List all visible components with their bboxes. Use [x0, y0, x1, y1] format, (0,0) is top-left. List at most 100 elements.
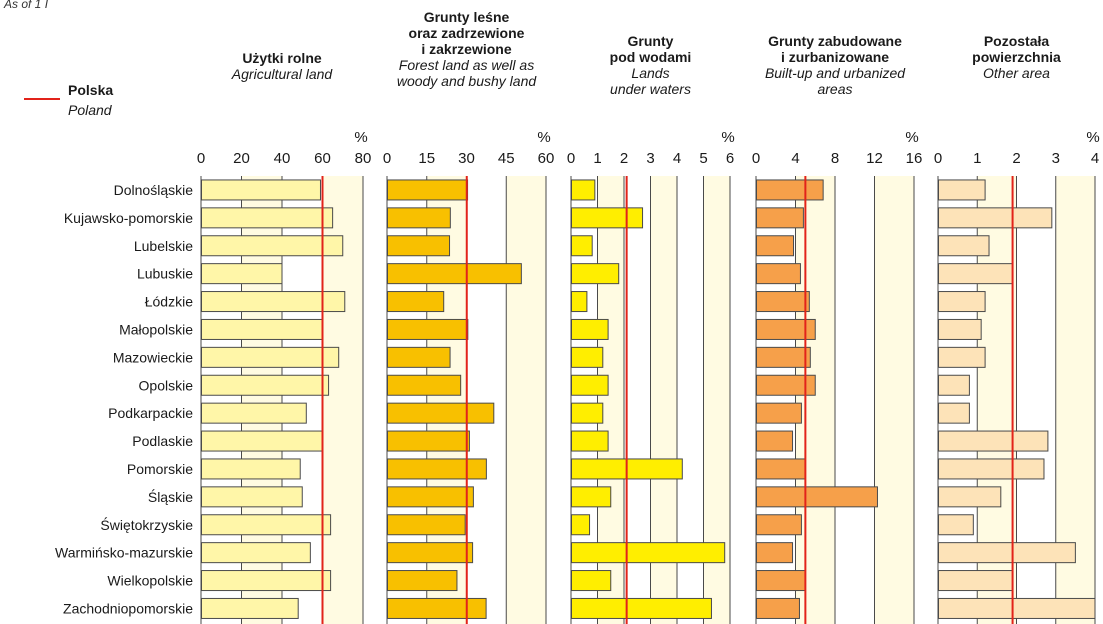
bar [387, 570, 458, 592]
tick-label: 30 [458, 150, 475, 167]
bar [756, 570, 806, 592]
panel-title: Grunty zabudowane i zurbanizowane Built-u… [740, 33, 930, 97]
tick-label: 12 [866, 150, 883, 167]
tick-label: 1 [973, 150, 981, 167]
bar [571, 514, 591, 536]
bar [571, 291, 588, 313]
bar [938, 570, 1014, 592]
category-label: Kujawsko-pomorskie [64, 210, 193, 226]
tick-label: 60 [314, 150, 331, 167]
bar [201, 263, 283, 285]
legend-poland-label-en: Poland [68, 102, 112, 118]
bar [756, 514, 802, 536]
bar [201, 207, 334, 229]
bar [201, 430, 323, 452]
bar [756, 207, 804, 229]
panel-title: Pozostała powierzchnia Other area [922, 33, 1103, 81]
bar [201, 597, 299, 619]
tick-label: 45 [498, 150, 515, 167]
tick-label: 4 [673, 150, 681, 167]
bar [756, 458, 806, 480]
tick-label: 1 [593, 150, 601, 167]
bar [938, 430, 1049, 452]
category-label: Mazowieckie [113, 349, 193, 365]
bar [571, 542, 726, 564]
category-label: Pomorskie [127, 461, 193, 477]
bar [756, 346, 811, 368]
bar [201, 179, 321, 201]
category-label: Świętokrzyskie [100, 516, 193, 533]
bar [201, 486, 303, 508]
bar [756, 318, 816, 340]
panel-title-en: Agricultural land [231, 66, 333, 82]
bar [387, 263, 522, 285]
bar [387, 318, 469, 340]
panel-background-band [835, 176, 875, 624]
panel-title: Grunty leśne oraz zadrzewione i zakrzewi… [372, 9, 562, 89]
bar [571, 235, 593, 257]
legend-poland-swatch [24, 98, 60, 100]
panel-title-en: Other area [983, 65, 1050, 81]
tick-label: 16 [906, 150, 923, 167]
bar [201, 542, 311, 564]
bar [571, 346, 604, 368]
tick-label: 3 [646, 150, 654, 167]
bar [201, 458, 301, 480]
bar [387, 235, 451, 257]
bar [938, 207, 1053, 229]
tick-label: 0 [752, 150, 760, 167]
bar [756, 402, 802, 424]
bar [387, 458, 487, 480]
tick-label: 0 [934, 150, 942, 167]
category-label: Lubuskie [137, 266, 193, 282]
tick-label: 6 [726, 150, 734, 167]
unit-label: % [354, 129, 367, 146]
bar [387, 486, 474, 508]
bar [571, 430, 609, 452]
bar [571, 570, 612, 592]
bar [756, 597, 800, 619]
bar [571, 179, 596, 201]
bar [938, 458, 1045, 480]
panel-title-pl: Grunty leśne oraz zadrzewione i zakrzewi… [408, 9, 525, 57]
bar [938, 542, 1076, 564]
bar [571, 207, 644, 229]
bar [938, 291, 986, 313]
bar [756, 179, 824, 201]
bar [938, 235, 990, 257]
category-label: Małopolskie [119, 321, 193, 337]
category-label: Wielkopolskie [107, 573, 193, 589]
bar [938, 179, 986, 201]
panel-title-en: Lands under waters [610, 65, 691, 97]
bar [387, 430, 470, 452]
bar [938, 402, 970, 424]
tick-label: 4 [1091, 150, 1099, 167]
panel-title-pl: Użytki rolne [242, 50, 322, 66]
category-label: Lubelskie [134, 238, 193, 254]
category-label: Zachodniopomorskie [63, 600, 193, 616]
panel-background-band [874, 176, 914, 624]
category-label: Śląskie [148, 488, 193, 505]
bar [756, 430, 794, 452]
bar [387, 179, 469, 201]
tick-label: 0 [567, 150, 575, 167]
tick-label: 0 [383, 150, 391, 167]
bar [571, 374, 609, 396]
bar [387, 207, 451, 229]
panel-background-band [506, 176, 546, 624]
bar [938, 263, 1014, 285]
tick-label: 20 [233, 150, 250, 167]
bar [387, 597, 487, 619]
unit-label: % [905, 129, 918, 146]
bar [387, 291, 445, 313]
bar [571, 318, 609, 340]
bar [571, 263, 620, 285]
bar [756, 263, 801, 285]
tick-label: 8 [831, 150, 839, 167]
category-label: Dolnośląskie [114, 182, 194, 198]
tick-label: 40 [274, 150, 291, 167]
tick-label: 5 [699, 150, 707, 167]
bar [756, 291, 810, 313]
